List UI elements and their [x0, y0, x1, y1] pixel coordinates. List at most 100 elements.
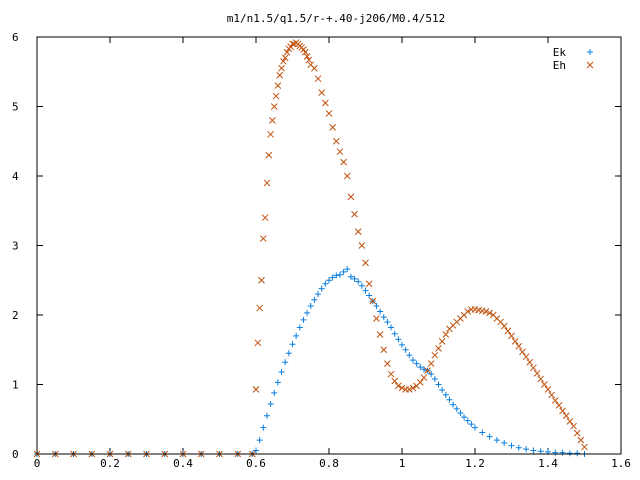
eh-point: [384, 360, 391, 368]
eh-point: [336, 148, 344, 156]
eh-point: [508, 332, 515, 340]
eh-point: [555, 401, 563, 409]
ek-point: [300, 316, 307, 323]
eh-point: [537, 375, 545, 383]
series-eh: [33, 39, 588, 458]
ek-point: [344, 266, 351, 273]
ek-point: [253, 447, 259, 454]
ek-point: [373, 302, 380, 309]
ek-point: [322, 280, 329, 287]
eh-point: [424, 367, 431, 374]
ek-point: [515, 444, 522, 451]
ek-point: [399, 341, 405, 348]
ek-point: [523, 446, 530, 453]
eh-point: [340, 158, 347, 166]
eh-point: [252, 386, 260, 393]
eh-point: [530, 364, 537, 372]
eh-point: [427, 360, 435, 368]
ek-point: [260, 424, 267, 431]
plot-frame: [36, 36, 622, 455]
ek-point: [304, 309, 311, 316]
ek-point: [493, 437, 500, 444]
eh-point: [301, 48, 309, 56]
eh-point: [358, 242, 366, 249]
ek-point: [263, 412, 270, 419]
eh-point: [391, 377, 399, 385]
eh-point: [305, 56, 313, 64]
ek-point: [384, 318, 391, 325]
eh-point: [267, 130, 274, 138]
eh-point: [482, 308, 490, 315]
ek-point: [336, 271, 343, 278]
eh-point: [347, 193, 355, 201]
eh-point: [566, 417, 574, 425]
ek-point: [409, 357, 416, 364]
ek-point: [501, 439, 508, 446]
eh-point: [369, 297, 377, 305]
eh-point: [272, 92, 280, 100]
ek-point: [402, 346, 409, 353]
ek-point: [274, 379, 281, 386]
eh-point: [540, 381, 548, 388]
y-tick-label: 3: [12, 240, 19, 253]
legend-marker-ek: [587, 49, 593, 55]
axis-ticks: 0 0.2 0.4 0.6 0.8 1 1.2 1.4 1.6 0 1 2 3 4 5 6: [12, 31, 631, 470]
eh-point: [362, 259, 369, 267]
ek-point: [446, 396, 453, 403]
eh-point: [281, 54, 289, 62]
eh-point: [409, 384, 417, 392]
eh-point: [318, 89, 326, 96]
ek-point: [391, 330, 398, 337]
ek-point: [358, 282, 365, 289]
eh-point: [519, 348, 526, 356]
eh-point: [544, 386, 552, 393]
eh-point: [354, 228, 362, 235]
eh-point: [269, 117, 276, 124]
ek-point: [574, 450, 581, 457]
eh-point: [442, 331, 450, 338]
ek-point: [406, 352, 413, 359]
eh-point: [559, 407, 566, 415]
eh-point: [573, 429, 581, 437]
eh-point: [314, 75, 322, 83]
eh-point: [329, 123, 337, 131]
ek-point: [431, 375, 438, 382]
eh-point: [431, 351, 439, 359]
eh-point: [325, 110, 333, 117]
ek-point: [461, 414, 468, 421]
eh-point: [254, 339, 262, 347]
eh-point: [289, 40, 296, 48]
x-tick-label: 0.4: [173, 457, 193, 470]
y-tick-label: 2: [12, 309, 19, 322]
eh-point: [581, 443, 588, 451]
ek-point: [559, 449, 566, 456]
ek-point: [508, 442, 515, 449]
ek-point: [347, 273, 354, 280]
ek-point: [271, 389, 278, 396]
legend-label-eh: Eh: [553, 59, 566, 72]
x-tick-label: 1.6: [611, 457, 631, 470]
ek-point: [329, 274, 336, 281]
eh-point: [276, 71, 284, 79]
ek-point: [267, 400, 274, 407]
eh-point: [420, 374, 428, 381]
eh-point: [511, 338, 519, 345]
x-tick-label: 0.6: [246, 457, 266, 470]
ek-point: [293, 332, 300, 339]
eh-point: [351, 210, 358, 218]
eh-point: [522, 353, 530, 361]
ek-point: [442, 391, 449, 398]
eh-point: [270, 103, 278, 110]
eh-point: [398, 384, 406, 392]
eh-point: [416, 379, 424, 386]
ek-point: [296, 324, 303, 331]
eh-point: [438, 338, 446, 345]
eh-point: [548, 391, 556, 399]
ek-point: [282, 359, 289, 366]
ek-point: [289, 341, 296, 348]
eh-point: [283, 48, 291, 56]
x-tick-label: 0: [34, 457, 41, 470]
ek-point: [395, 336, 402, 343]
